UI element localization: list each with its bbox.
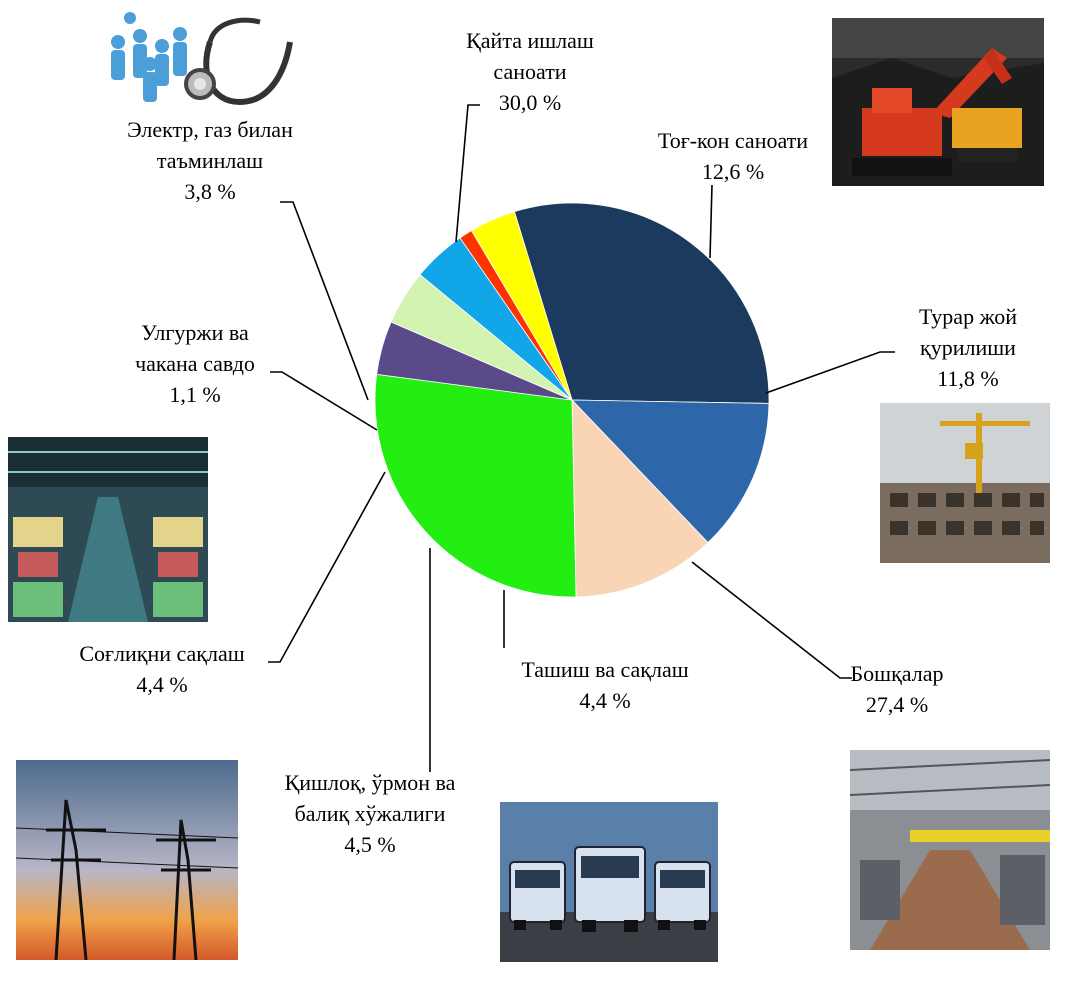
slice-value-label: 27,4 % [866, 692, 928, 717]
power-lines-image [16, 760, 238, 960]
slice-category-label: Ташиш ва сақлаш [521, 657, 688, 682]
slice-category-label: Электр, газ билан [127, 117, 293, 142]
leader-line [280, 201, 369, 401]
market-warehouse-image [8, 437, 208, 622]
slice-category-label: Улгуржи ва [141, 320, 249, 345]
slice-category-label: Қайта ишлаш [466, 28, 594, 53]
slice-category-label: Турар жой [919, 304, 1017, 329]
mining-excavator-image [832, 18, 1044, 186]
slice-value-label: 12,6 % [702, 159, 764, 184]
slice-value-label: 30,0 % [499, 90, 561, 115]
slice-value-label: 11,8 % [937, 366, 999, 391]
pie-slices [374, 202, 770, 598]
leader-line [268, 471, 386, 663]
pie-slice [470, 211, 573, 401]
leader-line [455, 104, 480, 243]
leader-lines [268, 104, 895, 772]
pie-slice [513, 202, 770, 404]
slice-category-label: саноати [493, 59, 566, 84]
slice-value-label: 1,1 % [169, 382, 220, 407]
leader-line [709, 184, 713, 259]
slice-category-label: чакана савдо [135, 351, 255, 376]
factory-interior-image [850, 750, 1050, 950]
slice-labels: Қайта ишлаш саноати 30,0 % Тоғ-кон саноати 1… [79, 28, 1017, 857]
trucks-image [500, 802, 718, 962]
construction-crane-image [880, 403, 1050, 563]
slice-category-label: таъминлаш [157, 148, 263, 173]
pie-slice [374, 373, 577, 598]
pie-slice [571, 398, 709, 598]
slice-category-label: Қишлоқ, ўрмон ва [285, 770, 456, 795]
pie-slice [571, 399, 770, 544]
leader-line [691, 561, 852, 679]
leader-line [765, 351, 895, 394]
slice-category-label: қурилиши [920, 335, 1016, 360]
slice-category-label: балиқ хўжалиги [295, 801, 446, 826]
leader-line [270, 371, 378, 431]
healthcare-stethoscope-image [100, 12, 300, 112]
slice-category-label: Бошқалар [851, 661, 944, 686]
slice-value-label: 4,5 % [344, 832, 395, 857]
slice-category-label: Тоғ-кон саноати [658, 128, 808, 153]
slice-value-label: 4,4 % [136, 672, 187, 697]
slice-value-label: 4,4 % [579, 688, 630, 713]
slice-category-label: Соғлиқни сақлаш [79, 641, 244, 666]
slice-value-label: 3,8 % [184, 179, 235, 204]
